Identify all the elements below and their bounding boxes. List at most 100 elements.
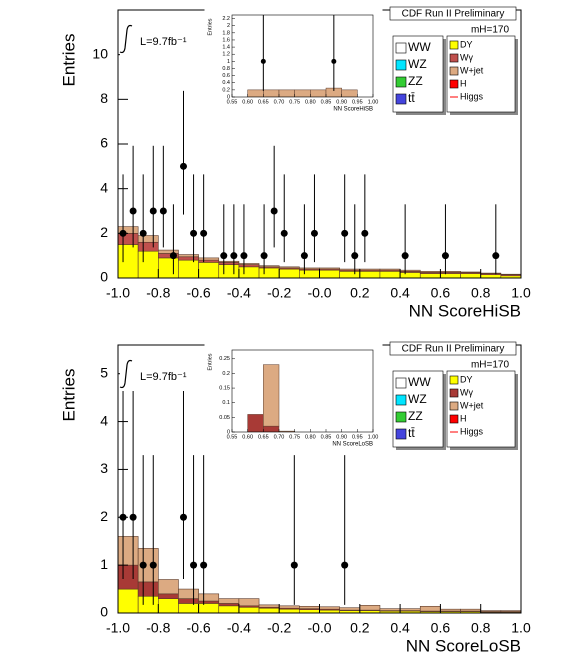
hist-bar <box>238 263 260 265</box>
lumi-box <box>120 357 196 391</box>
legend-label: H <box>460 413 467 423</box>
inset-x-tick-label: 0.65 <box>258 99 269 105</box>
inset-x-tick-label: 0.80 <box>305 434 316 440</box>
hist-bar <box>218 603 240 607</box>
hist-bar <box>359 268 381 271</box>
legend-swatch <box>395 411 407 423</box>
hist-bar <box>339 270 361 278</box>
legend-swatch <box>449 401 459 411</box>
hist-bar <box>419 605 441 612</box>
data-point <box>300 252 308 260</box>
inset-x-tick-label: 0.70 <box>274 99 285 105</box>
x-tick-label: -1.0 <box>106 620 130 636</box>
legend-label: Higgs <box>460 426 484 436</box>
hist-bar <box>178 598 199 604</box>
inset-data-point <box>331 58 337 64</box>
legend-swatch <box>449 66 459 76</box>
x-tick-label: -0.2 <box>267 285 291 301</box>
y-tick-label: 2 <box>100 508 108 524</box>
hist-bar <box>379 270 401 278</box>
inset-y-tick-label: 0.15 <box>219 386 230 392</box>
data-point <box>149 561 157 569</box>
inset-data-point <box>260 58 266 64</box>
x-axis-label: NN ScoreLoSB <box>406 636 521 655</box>
inset-y-tick-label: 0.6 <box>222 73 230 79</box>
legend-label: WW <box>408 40 431 54</box>
data-point <box>441 252 449 260</box>
x-tick-label: 0.2 <box>350 285 370 301</box>
legend-swatch <box>395 42 407 54</box>
legend-label: tt̄ <box>408 426 415 440</box>
inset-plot <box>247 15 358 97</box>
legend-label: W+jet <box>460 65 484 75</box>
y-axis-label: Entries <box>59 34 78 87</box>
hist-bar <box>278 266 300 269</box>
legend-swatch <box>449 40 459 50</box>
legend-label: ZZ <box>408 74 423 88</box>
hist-bar <box>319 269 340 278</box>
legend-swatch <box>449 375 459 385</box>
x-axis-label: NN ScoreHiSB <box>409 301 521 320</box>
hist-bar <box>178 588 199 599</box>
inset-y-tick-label: 1.4 <box>222 45 230 51</box>
inset-x-tick-label: 0.75 <box>289 99 300 105</box>
legend-swatch <box>395 428 407 440</box>
inset-x-label: NN ScoreLoSB <box>332 442 373 448</box>
x-tick-label: -1.0 <box>106 285 130 301</box>
x-tick-label: 0.2 <box>350 620 370 636</box>
hist-bar <box>278 608 300 613</box>
data-point <box>129 513 137 521</box>
hist-bar <box>419 270 441 273</box>
hist-bar <box>118 564 139 590</box>
hist-bar <box>158 249 179 254</box>
data-point <box>270 207 278 215</box>
legend-label: Wγ <box>460 387 473 397</box>
hist-bar <box>258 267 280 278</box>
hist-bar <box>440 270 461 273</box>
inset-y-tick-label: 0.2 <box>222 87 230 93</box>
hist-bar <box>118 226 139 234</box>
y-tick-label: 3 <box>100 460 108 476</box>
y-tick-label: 5 <box>100 364 108 380</box>
inset-x-tick-label: 0.75 <box>289 434 300 440</box>
data-point <box>190 229 198 237</box>
legend-swatch <box>395 76 407 88</box>
hist-bar <box>218 264 240 278</box>
hist-bar <box>198 593 220 602</box>
hist-bar <box>319 267 340 270</box>
title-box <box>389 6 517 21</box>
hist-bar <box>178 603 199 613</box>
inset-bar <box>310 89 327 97</box>
hist-bar <box>218 605 240 613</box>
data-point <box>341 229 349 237</box>
legend-label: H <box>460 78 467 88</box>
hist-bar <box>137 581 159 597</box>
hist-bar <box>339 607 361 611</box>
data-point <box>220 252 228 260</box>
hist-bar <box>460 273 481 278</box>
data-point <box>139 561 147 569</box>
data-point <box>149 207 157 215</box>
hist-bar <box>238 266 260 278</box>
hist-bar <box>278 605 300 609</box>
hist-bar <box>359 605 381 611</box>
hist-bar <box>118 244 139 278</box>
legend-label: WW <box>408 375 431 389</box>
y-tick-label: 0 <box>100 269 108 285</box>
y-tick-label: 0 <box>100 604 108 620</box>
legend-label: tt̄ <box>408 91 415 105</box>
legend-box <box>446 35 516 113</box>
inset-bar <box>278 89 295 97</box>
x-tick-label: 0.4 <box>390 620 410 636</box>
x-tick-label: -0.8 <box>146 620 170 636</box>
inset-bar <box>294 89 311 97</box>
hist-bar <box>158 593 179 599</box>
hist-bar <box>379 268 401 271</box>
hist-bar <box>198 259 220 263</box>
inset-x-tick-label: 0.80 <box>305 99 316 105</box>
hist-bar <box>137 235 159 243</box>
data-point <box>139 229 147 237</box>
inset-y-tick-label: 2.2 <box>222 16 230 22</box>
data-point <box>492 252 500 260</box>
